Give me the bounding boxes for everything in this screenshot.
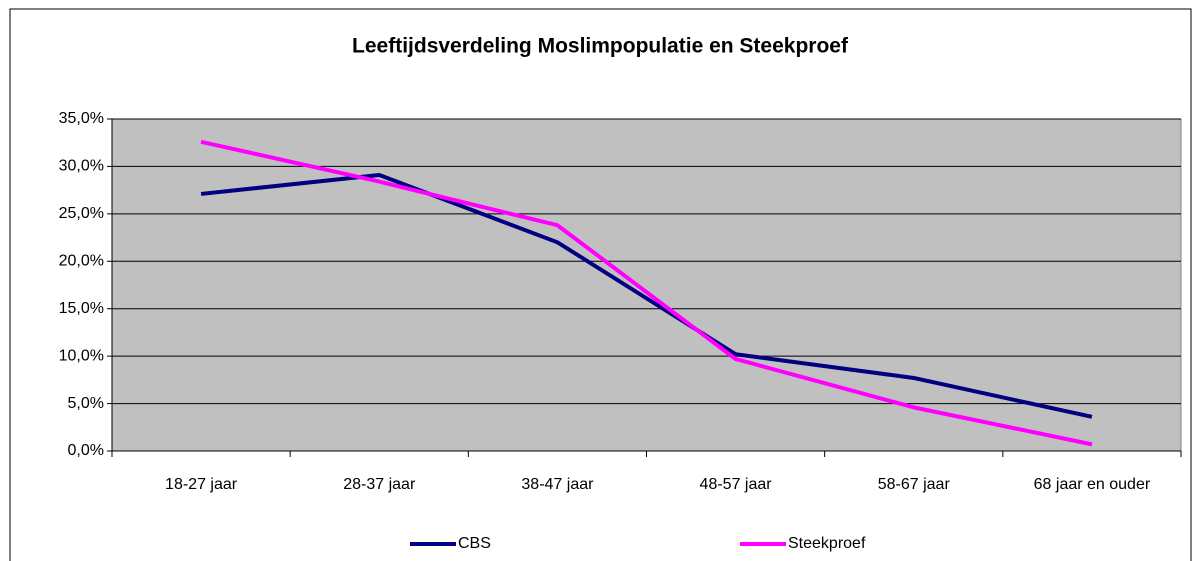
y-tick-label: 30,0% — [59, 158, 104, 175]
y-tick-label: 5,0% — [68, 395, 104, 412]
x-tick-label: 58-67 jaar — [878, 476, 951, 493]
x-tick-label: 38-47 jaar — [521, 476, 594, 493]
y-tick-label: 10,0% — [59, 347, 104, 364]
y-tick-label: 15,0% — [59, 300, 104, 317]
y-tick-label: 25,0% — [59, 205, 104, 222]
y-tick-label: 0,0% — [68, 442, 104, 459]
x-tick-label: 18-27 jaar — [165, 476, 238, 493]
y-tick-label: 35,0% — [59, 110, 104, 127]
x-tick-label: 68 jaar en ouder — [1034, 476, 1151, 493]
x-tick-label: 28-37 jaar — [343, 476, 416, 493]
series-line — [200, 172, 1093, 419]
series-line — [200, 139, 1093, 447]
x-tick-label: 48-57 jaar — [700, 476, 773, 493]
chart-title: Leeftijdsverdeling Moslimpopulatie en St… — [352, 35, 849, 58]
legend-label: Steekproef — [788, 535, 866, 552]
legend-label: CBS — [458, 535, 491, 552]
y-tick-label: 20,0% — [59, 253, 104, 270]
